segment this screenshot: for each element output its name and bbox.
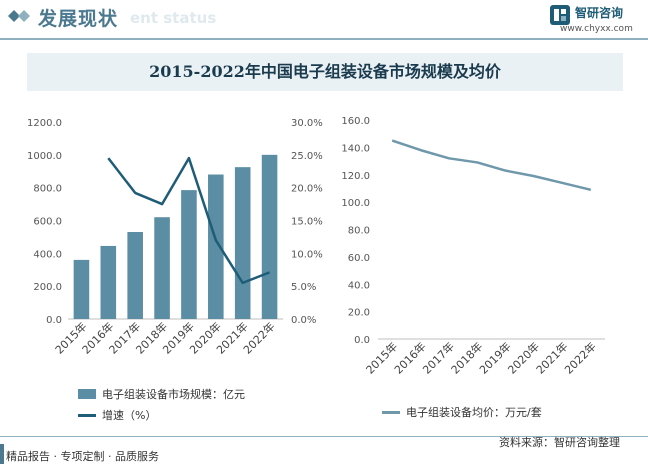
legend-swatch-growth <box>78 413 96 417</box>
logo-url: www.chyxx.com <box>560 24 633 34</box>
bar <box>261 154 278 319</box>
y-left-tick-label: 800.0 <box>33 184 62 195</box>
diamond-icon <box>8 10 30 22</box>
y-right-tick-label: 30.0% <box>291 118 323 129</box>
y-left-tick-label: 200.0 <box>33 282 62 293</box>
logo-icon <box>550 5 570 25</box>
footer-divider <box>0 436 648 437</box>
legend-swatch-price <box>382 410 400 414</box>
y-right-tick-label: 15.0% <box>291 217 323 228</box>
y-right-tick-label: 25.0% <box>291 151 323 162</box>
y-left-tick-label: 1000.0 <box>27 151 62 162</box>
y-left-tick-label: 0.0 <box>46 315 62 326</box>
price-series-line <box>391 139 592 192</box>
y-tick-label: 120.0 <box>341 171 370 182</box>
bar <box>100 245 117 319</box>
chart-title: 2015-2022年中国电子组装设备市场规模及均价 <box>149 62 501 81</box>
legend-item-price: 电子组装设备均价：万元/套 <box>382 404 542 420</box>
section-subtitle: ent status <box>130 9 217 27</box>
legend-label-bars: 电子组装设备市场规模：亿元 <box>102 388 245 401</box>
y-tick-label: 40.0 <box>348 280 370 291</box>
y-left-tick-label: 600.0 <box>33 217 62 228</box>
logo-text: 智研咨询 <box>575 6 624 20</box>
legend-swatch-bar <box>78 389 96 399</box>
y-left-tick-label: 1200.0 <box>27 118 62 129</box>
y-tick-label: 60.0 <box>348 253 370 264</box>
bar <box>154 217 170 319</box>
legend-item-bars: 电子组装设备市场规模：亿元 <box>78 386 245 402</box>
section-title: 发展现状 <box>38 8 119 30</box>
growth-series-line <box>107 156 271 285</box>
y-tick-label: 100.0 <box>341 198 370 209</box>
legend-label-price: 电子组装设备均价：万元/套 <box>406 406 542 419</box>
chart-title-background <box>27 53 623 91</box>
header-divider <box>0 38 648 40</box>
y-left-tick-label: 400.0 <box>33 249 62 260</box>
y-tick-label: 0.0 <box>354 335 370 346</box>
y-tick-label: 20.0 <box>348 308 370 319</box>
y-tick-label: 160.0 <box>341 116 370 127</box>
bar <box>127 231 143 319</box>
legend-label-growth: 增速（%） <box>102 409 157 422</box>
y-tick-label: 140.0 <box>341 143 370 154</box>
footer-source: 资料来源：智研咨询整理 <box>499 436 620 449</box>
x-tick-label: 2022年 <box>561 339 598 376</box>
legend-item-growth: 增速（%） <box>78 407 156 423</box>
bar <box>181 190 197 319</box>
y-right-tick-label: 20.0% <box>291 184 323 195</box>
y-right-tick-label: 0.0% <box>291 315 316 326</box>
page-header: 发展现状 ent status 智研咨询 www.chyxx.com <box>0 0 648 36</box>
y-right-tick-label: 5.0% <box>291 282 316 293</box>
y-right-tick-label: 10.0% <box>291 249 323 260</box>
footer-accent <box>0 444 4 464</box>
y-tick-label: 80.0 <box>348 226 370 237</box>
bar <box>73 259 90 319</box>
footer-tagline: 精品报告 · 专项定制 · 品质服务 <box>6 450 159 463</box>
bar <box>208 174 224 319</box>
bar <box>234 167 251 319</box>
